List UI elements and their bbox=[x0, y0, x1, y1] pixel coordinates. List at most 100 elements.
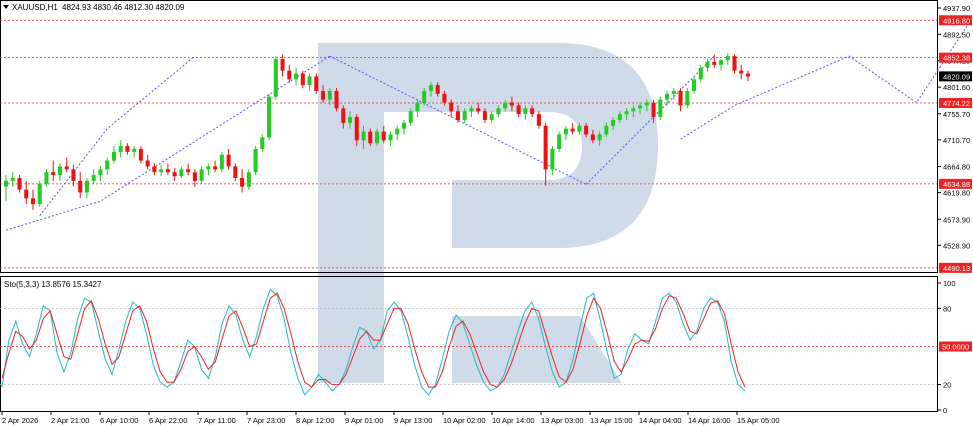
candle bbox=[267, 93, 272, 141]
candle bbox=[739, 64, 744, 80]
candle bbox=[536, 111, 541, 129]
y-tick-label: 4573.90 bbox=[943, 215, 970, 224]
candle bbox=[125, 143, 130, 155]
candle bbox=[381, 125, 386, 144]
x-tick-label: 9 Apr 01:00 bbox=[345, 416, 383, 425]
candle bbox=[165, 163, 170, 176]
candle bbox=[543, 122, 548, 186]
candle bbox=[172, 168, 177, 181]
candle bbox=[361, 125, 366, 149]
x-tick-label: 2 Apr 21:00 bbox=[51, 416, 89, 425]
candle bbox=[442, 90, 447, 106]
candle bbox=[692, 76, 697, 94]
candle bbox=[132, 146, 137, 158]
candle bbox=[307, 73, 312, 91]
svg-text:50.0000: 50.0000 bbox=[942, 343, 969, 352]
level-price-tag: 4852.38 bbox=[939, 52, 972, 63]
candle bbox=[138, 146, 143, 164]
candle bbox=[732, 54, 737, 74]
stoch-series-line bbox=[1, 288, 746, 396]
y-tick-label: 4664.80 bbox=[943, 163, 970, 172]
candle bbox=[395, 125, 400, 141]
candle bbox=[638, 102, 643, 115]
candle bbox=[91, 169, 96, 184]
level-price-tag: 4774.22 bbox=[939, 98, 972, 109]
candle bbox=[98, 166, 103, 181]
candle bbox=[30, 189, 36, 210]
candle bbox=[597, 131, 602, 147]
y-tick-label: 4619.80 bbox=[943, 189, 970, 198]
current-price-tag: 4820.09 bbox=[939, 71, 972, 82]
chart-symbol: XAUUSD,H1 bbox=[12, 3, 58, 12]
candle bbox=[428, 82, 433, 97]
svg-text:4820.09: 4820.09 bbox=[943, 72, 970, 81]
candle bbox=[422, 88, 427, 106]
candle bbox=[287, 64, 292, 83]
candle bbox=[240, 169, 245, 193]
candle bbox=[159, 164, 164, 177]
candle bbox=[698, 64, 703, 83]
candle bbox=[388, 131, 393, 147]
stoch-y-tick-label: 80 bbox=[943, 304, 951, 313]
candle bbox=[489, 111, 494, 123]
x-tick-label: 9 Apr 13:00 bbox=[394, 416, 432, 425]
candle bbox=[665, 90, 670, 106]
candle bbox=[368, 128, 373, 147]
forecast-path bbox=[5, 55, 331, 231]
candle bbox=[563, 125, 568, 141]
svg-text:4916.80: 4916.80 bbox=[943, 16, 970, 25]
x-tick-label: 10 Apr 02:00 bbox=[443, 416, 486, 425]
candle bbox=[226, 148, 231, 170]
candle bbox=[17, 175, 22, 193]
ohlc-values: 4824.93 4830.46 4812.30 4820.09 bbox=[62, 3, 185, 12]
candle bbox=[590, 129, 595, 144]
candle bbox=[658, 96, 663, 120]
candle bbox=[530, 105, 535, 118]
level-price-tag: 4490.13 bbox=[939, 262, 972, 273]
candle bbox=[435, 82, 440, 97]
candle bbox=[644, 99, 649, 112]
y-tick-label: 4528.90 bbox=[943, 241, 970, 250]
candle bbox=[718, 59, 724, 71]
candle bbox=[51, 160, 56, 181]
candle bbox=[57, 163, 62, 181]
candle bbox=[449, 99, 454, 118]
svg-text:4634.88: 4634.88 bbox=[943, 180, 970, 189]
symbol-dropdown-icon[interactable] bbox=[3, 5, 9, 9]
candle bbox=[577, 122, 582, 135]
candle bbox=[280, 54, 285, 77]
y-tick-label: 4892.50 bbox=[943, 30, 970, 39]
x-tick-label: 13 Apr 15:00 bbox=[590, 416, 633, 425]
candle bbox=[37, 180, 42, 208]
forecast-path bbox=[39, 55, 196, 216]
candle bbox=[705, 59, 710, 72]
candle bbox=[206, 163, 211, 176]
candle bbox=[745, 70, 751, 82]
candle bbox=[327, 88, 332, 106]
candle bbox=[341, 105, 346, 129]
candle bbox=[300, 70, 305, 89]
watermark-logo bbox=[318, 43, 658, 383]
candle bbox=[671, 88, 676, 100]
x-tick-label: 6 Apr 22:00 bbox=[149, 416, 187, 425]
candle bbox=[570, 122, 575, 135]
candle bbox=[631, 105, 636, 118]
candle bbox=[584, 122, 589, 138]
candle bbox=[192, 169, 197, 187]
svg-text:4852.38: 4852.38 bbox=[943, 54, 970, 63]
candle bbox=[199, 166, 204, 184]
x-tick-label: 13 Apr 03:00 bbox=[541, 416, 584, 425]
candle bbox=[321, 85, 326, 103]
candle bbox=[415, 99, 420, 118]
candle bbox=[246, 169, 251, 190]
x-tick-label: 14 Apr 04:00 bbox=[639, 416, 682, 425]
candle bbox=[347, 111, 353, 129]
x-tick-label: 7 Apr 23:00 bbox=[247, 416, 285, 425]
candle bbox=[455, 105, 460, 123]
candle bbox=[64, 157, 69, 173]
stoch-series-line bbox=[1, 292, 746, 388]
x-tick-label: 8 Apr 12:00 bbox=[296, 416, 334, 425]
candle bbox=[186, 163, 191, 176]
candle bbox=[685, 88, 690, 109]
candle bbox=[354, 114, 359, 147]
